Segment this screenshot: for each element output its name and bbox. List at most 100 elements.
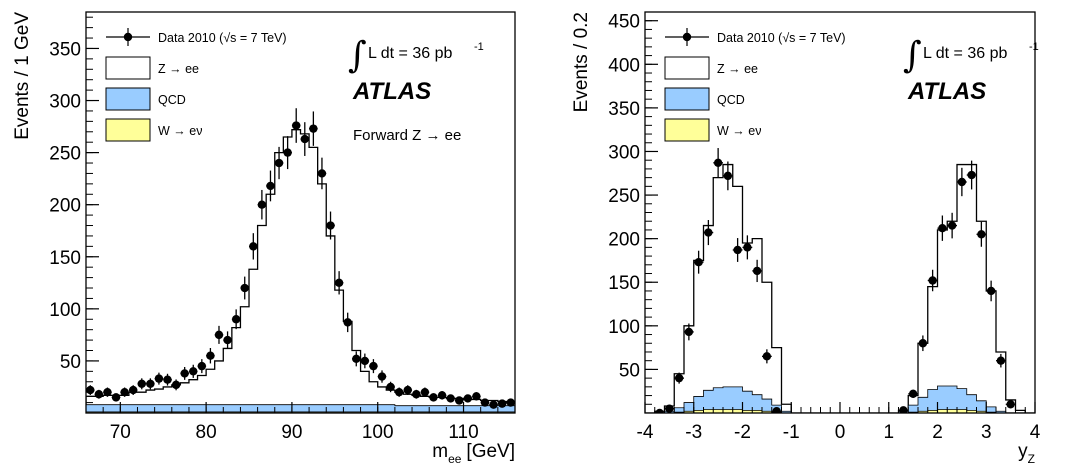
legend-label: Data 2010 (√s = 7 TeV): [717, 31, 846, 45]
data-point: [1005, 400, 1016, 409]
data-point: [111, 393, 121, 402]
data-point: [480, 398, 490, 407]
data-point: [257, 189, 267, 220]
data-marker: [928, 276, 937, 285]
data-point: [180, 367, 189, 380]
data-marker: [489, 400, 498, 409]
y-tick-label: 250: [49, 144, 81, 165]
x-axis-title-sub: ee: [448, 452, 462, 466]
data-point: [197, 359, 207, 374]
data-point: [684, 323, 694, 341]
x-tick-label: 70: [110, 422, 131, 443]
data-marker: [352, 354, 361, 364]
data-point: [966, 160, 977, 190]
data-marker: [1006, 400, 1015, 409]
region-label: Forward Z → ee: [353, 127, 461, 144]
data-marker: [360, 356, 370, 366]
data-point: [976, 221, 987, 247]
data-point: [343, 312, 352, 333]
data-marker: [111, 393, 121, 402]
x-axis-title: mee [GeV]: [432, 441, 515, 466]
data-point: [446, 394, 455, 403]
legend-entry: Data 2010 (√s = 7 TeV): [665, 28, 846, 46]
legend-label: W → eν: [717, 124, 761, 138]
data-point: [240, 276, 250, 300]
legend-label: QCD: [158, 93, 186, 107]
data-point: [394, 387, 404, 397]
data-marker: [743, 243, 752, 252]
y-axis: 50 100 150 200 250 300 350: [49, 16, 99, 414]
legend: Data 2010 (√s = 7 TeV) Z → ee QCD W → eν: [664, 28, 846, 142]
data-marker: [420, 387, 430, 397]
x-axis: -4 -3 -2 -1 0 1 2 3 4: [637, 402, 1041, 443]
data-point: [957, 167, 967, 197]
data-marker: [171, 380, 181, 390]
legend-swatch: [664, 56, 710, 80]
z-ee-histogram: [645, 163, 1035, 413]
data-marker: [86, 385, 95, 395]
legend-entry: QCD: [664, 87, 745, 111]
data-point: [274, 146, 284, 180]
x-axis-title-sub: Z: [1028, 452, 1035, 466]
luminosity-exponent: -1: [474, 41, 484, 53]
luminosity-exponent: -1: [1029, 41, 1039, 53]
y-axis: 50 100 150 200 250 300 350 400 450: [608, 11, 658, 414]
data-point: [283, 136, 292, 170]
legend-swatch: [105, 118, 151, 142]
x-axis-title-unit: [GeV]: [466, 441, 515, 462]
data-marker: [240, 283, 249, 293]
data-point: [454, 396, 464, 405]
data-point: [163, 373, 172, 386]
data-marker: [918, 339, 928, 348]
legend-swatch: [664, 87, 710, 111]
data-point: [723, 161, 733, 191]
data-point: [937, 215, 948, 241]
z-ee-histogram: [86, 129, 515, 413]
data-point: [664, 404, 675, 413]
legend-label: Data 2010 (√s = 7 TeV): [158, 31, 287, 45]
data-point: [86, 385, 95, 395]
data-marker: [163, 375, 172, 384]
y-tick-label: 450: [608, 12, 640, 33]
legend-entry: Data 2010 (√s = 7 TeV): [106, 28, 287, 46]
data-marker: [137, 379, 146, 389]
x-tick-label: 90: [281, 422, 302, 443]
data-point: [420, 387, 430, 397]
legend-entry: Z → ee: [105, 56, 199, 80]
data-point: [317, 157, 327, 190]
data-marker: [283, 148, 292, 157]
data-point: [674, 372, 684, 384]
data-marker: [403, 385, 412, 395]
y-axis-title: Events / 1 GeV: [12, 12, 33, 140]
data-marker: [723, 171, 733, 181]
data-marker: [986, 286, 996, 296]
data-point: [377, 370, 387, 383]
data-marker: [94, 390, 104, 399]
x-tick-label: 4: [1030, 422, 1041, 443]
legend-label: Z → ee: [158, 62, 199, 76]
data-point: [369, 359, 378, 374]
x-tick-label: 2: [932, 422, 943, 443]
integral-sign: ∫: [903, 35, 922, 76]
data-point: [103, 387, 112, 397]
x-tick-label: -3: [685, 422, 702, 443]
data-marker: [231, 315, 241, 324]
data-point: [137, 378, 147, 390]
data-point: [693, 250, 704, 274]
x-axis-title-main: y: [1018, 441, 1028, 462]
data-point: [898, 406, 909, 413]
data-marker: [694, 257, 703, 267]
data-marker: [752, 266, 762, 276]
data-marker: [223, 335, 232, 345]
legend-marker: [123, 32, 133, 42]
y-axis-title: Events / 0.2: [571, 12, 592, 112]
data-marker: [326, 221, 335, 230]
x-tick-label: 1: [883, 422, 894, 443]
data-marker: [266, 181, 275, 191]
data-point: [326, 211, 335, 240]
data-point: [386, 381, 395, 393]
data-point: [489, 400, 498, 409]
data-marker: [317, 169, 327, 178]
mass-distribution-panel: 70 80 90 100 110 50 100 150 200 250 300 350 Events /…: [12, 11, 516, 466]
x-tick-label: 0: [835, 422, 846, 443]
